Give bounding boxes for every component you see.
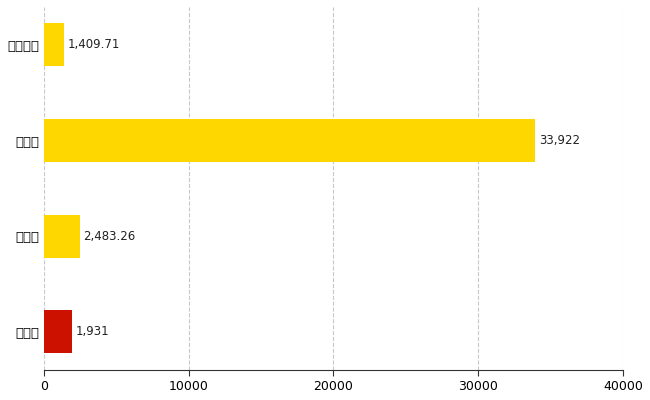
Bar — [44, 24, 64, 66]
Text: 1,931: 1,931 — [75, 325, 109, 338]
Bar — [44, 310, 72, 353]
Text: 2,483.26: 2,483.26 — [83, 230, 136, 242]
Bar — [44, 214, 80, 258]
Text: 1,409.71: 1,409.71 — [68, 38, 120, 52]
Text: 33,922: 33,922 — [539, 134, 580, 147]
Bar — [44, 119, 535, 162]
